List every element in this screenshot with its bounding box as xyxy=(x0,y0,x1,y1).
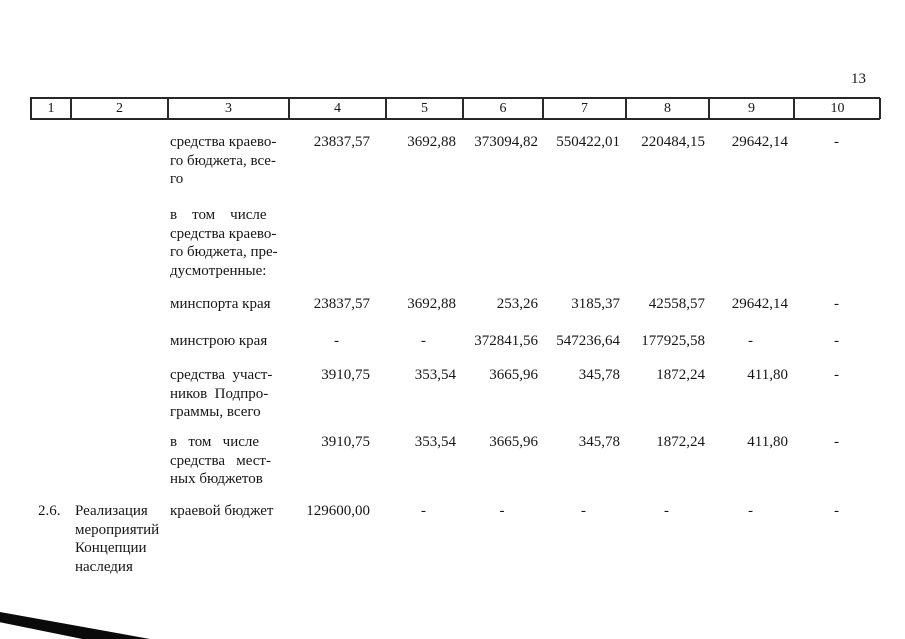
funding-source-cell: минстрою края xyxy=(170,333,268,349)
dash-cell: - xyxy=(834,134,839,150)
value-cell: 547236,64 xyxy=(556,333,620,349)
dash-cell: - xyxy=(834,434,839,450)
header-cell-5: 5 xyxy=(386,98,463,119)
scan-corner-artifact xyxy=(0,612,150,639)
table-row: средства краево- го бюджета, все- го 238… xyxy=(30,133,880,189)
value-cell: 220484,15 xyxy=(641,134,705,150)
header-cell-3: 3 xyxy=(168,98,289,119)
value-cell: 177925,58 xyxy=(641,333,705,349)
value-cell: 345,78 xyxy=(578,367,620,383)
funding-source-cell: в том числе средства краево- го бюджета,… xyxy=(170,207,278,279)
dash-cell: - xyxy=(499,503,505,519)
header-cell-7: 7 xyxy=(543,98,626,119)
value-cell: 345,78 xyxy=(578,434,620,450)
value-cell: 23837,57 xyxy=(313,296,370,312)
value-cell: 3185,37 xyxy=(571,296,620,312)
header-cell-4: 4 xyxy=(289,98,386,119)
value-cell: 411,80 xyxy=(747,434,788,450)
activity-cell xyxy=(70,332,167,351)
header-cell-2: 2 xyxy=(71,98,168,119)
value-cell: 29642,14 xyxy=(731,134,788,150)
activity-cell: Реализация мероприятий Концепции наследи… xyxy=(75,503,160,575)
value-cell: 353,54 xyxy=(414,434,456,450)
value-cell: 42558,57 xyxy=(648,296,705,312)
table-header-row: 1 2 3 4 5 6 7 8 9 10 xyxy=(30,97,881,120)
header-cell-9: 9 xyxy=(709,98,794,119)
row-number-cell xyxy=(30,433,70,489)
dash-cell: - xyxy=(334,333,339,349)
value-cell: 3665,96 xyxy=(489,367,538,383)
header-cell-1: 1 xyxy=(31,98,71,119)
value-cell: 1872,24 xyxy=(656,367,705,383)
value-cell: 3910,75 xyxy=(321,434,370,450)
activity-cell xyxy=(70,133,167,189)
row-number-cell xyxy=(30,133,70,189)
dash-cell: - xyxy=(664,503,669,519)
activity-cell xyxy=(70,206,167,280)
funding-source-cell: в том числе средства мест- ных бюджетов xyxy=(170,434,271,487)
value-cell: 129600,00 xyxy=(306,503,370,519)
value-cell: 3665,96 xyxy=(489,434,538,450)
activity-cell xyxy=(70,433,167,489)
table-row: в том числе средства мест- ных бюджетов … xyxy=(30,433,880,489)
funding-source-cell: минспорта края xyxy=(170,296,271,312)
value-cell: 1872,24 xyxy=(656,434,705,450)
funding-source-cell: средства краево- го бюджета, все- го xyxy=(170,134,277,187)
table-row: в том числе средства краево- го бюджета,… xyxy=(30,206,880,280)
funding-source-cell: краевой бюджет xyxy=(170,503,274,519)
dash-cell: - xyxy=(834,296,839,312)
table-row: минстрою края - - 372841,56 547236,64 17… xyxy=(30,332,880,351)
funding-source-cell: средства участ- ников Подпро- граммы, вс… xyxy=(170,367,273,420)
value-cell: 550422,01 xyxy=(556,134,620,150)
table-row: средства участ- ников Подпро- граммы, вс… xyxy=(30,366,880,422)
value-cell: 29642,14 xyxy=(731,296,788,312)
value-cell: 3692,88 xyxy=(407,134,456,150)
table-row: минспорта края 23837,57 3692,88 253,26 3… xyxy=(30,295,880,314)
page-number: 13 xyxy=(851,71,866,87)
row-number-cell xyxy=(30,332,70,351)
dash-cell: - xyxy=(748,503,753,519)
value-cell: 411,80 xyxy=(747,367,788,383)
value-cell: 3910,75 xyxy=(321,367,370,383)
value-cell: 372841,56 xyxy=(474,333,538,349)
dash-cell: - xyxy=(834,367,839,383)
row-number-cell: 2.6. xyxy=(38,503,61,519)
dash-cell: - xyxy=(421,503,426,519)
value-cell: 3692,88 xyxy=(407,296,456,312)
value-cell: 353,54 xyxy=(414,367,456,383)
header-cell-8: 8 xyxy=(626,98,709,119)
row-number-cell xyxy=(30,366,70,422)
value-cell: 253,26 xyxy=(496,296,538,312)
activity-cell xyxy=(70,295,167,314)
activity-cell xyxy=(70,366,167,422)
dash-cell: - xyxy=(834,503,839,519)
dash-cell: - xyxy=(748,333,753,349)
dash-cell: - xyxy=(834,333,839,349)
row-number-cell xyxy=(30,206,70,280)
row-number-cell xyxy=(30,295,70,314)
header-cell-10: 10 xyxy=(794,98,881,119)
dash-cell: - xyxy=(581,503,586,519)
header-cell-6: 6 xyxy=(463,98,543,119)
value-cell: 23837,57 xyxy=(313,134,370,150)
dash-cell: - xyxy=(421,333,426,349)
value-cell: 373094,82 xyxy=(474,134,538,150)
table-row: 2.6. Реализация мероприятий Концепции на… xyxy=(30,502,880,576)
